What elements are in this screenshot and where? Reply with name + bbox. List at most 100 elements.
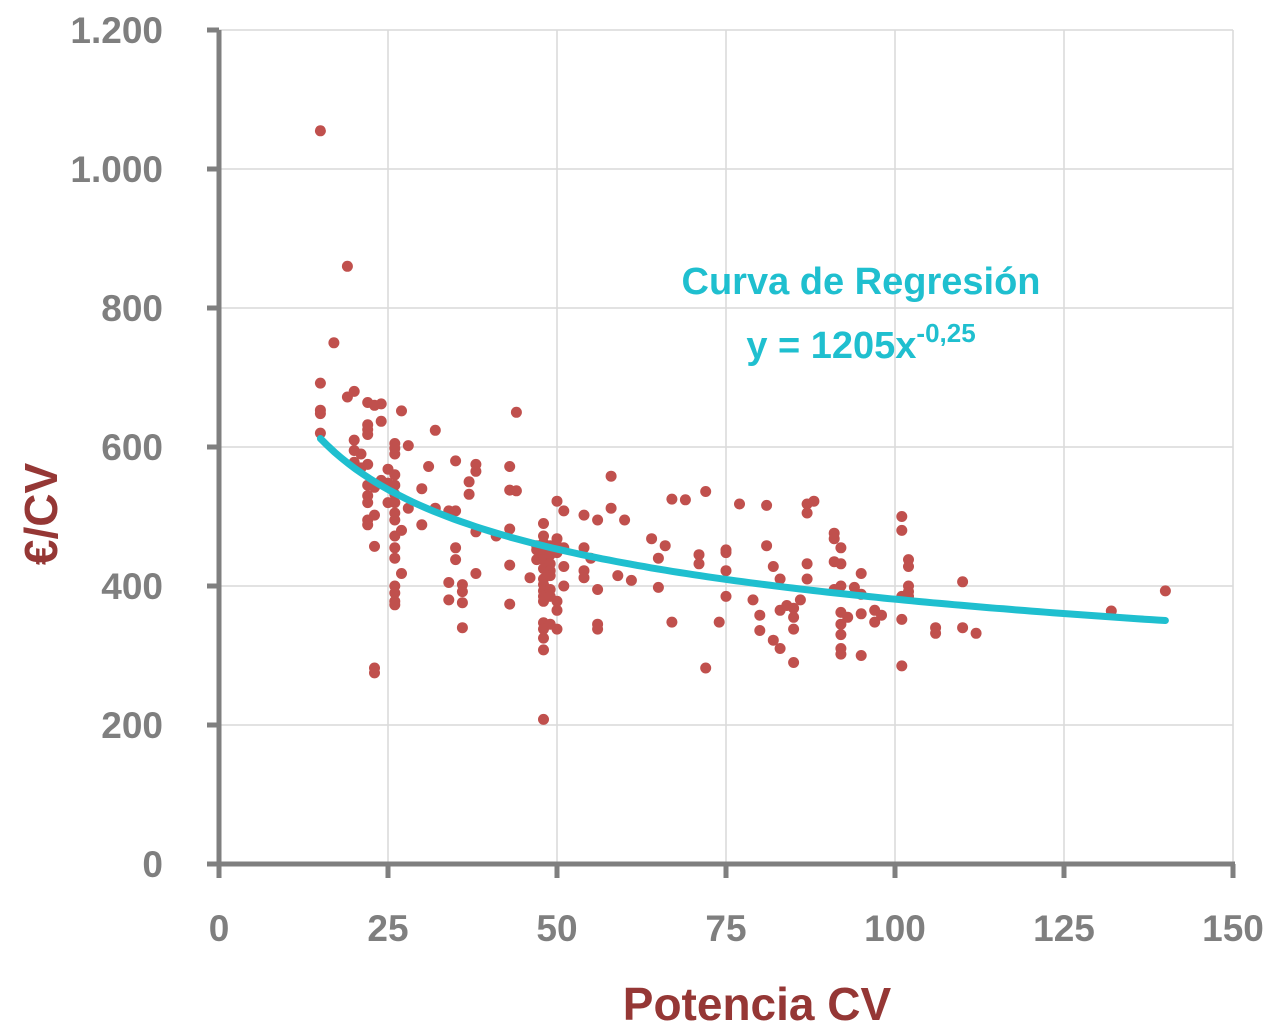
data-point — [456, 586, 468, 598]
data-point — [389, 448, 401, 460]
data-point — [625, 574, 637, 586]
equation-exponent: -0,25 — [916, 318, 975, 348]
data-point — [754, 625, 766, 636]
data-points — [314, 125, 1171, 725]
data-point — [510, 406, 522, 418]
data-point — [389, 514, 401, 526]
data-point — [375, 398, 387, 410]
data-point — [700, 662, 712, 674]
data-point — [558, 505, 570, 517]
data-point — [558, 561, 570, 572]
data-point — [652, 581, 664, 593]
data-point — [957, 622, 969, 634]
data-point — [538, 644, 549, 656]
data-point — [842, 611, 854, 623]
data-point — [504, 559, 516, 571]
data-point — [767, 561, 779, 572]
data-point — [794, 594, 806, 606]
data-point — [544, 570, 556, 582]
data-point — [957, 576, 969, 588]
x-tick-labels: 0 25 50 75 100 125 150 — [209, 908, 1264, 949]
data-point — [666, 493, 678, 505]
data-point — [558, 580, 570, 592]
data-point — [720, 565, 732, 577]
data-point — [551, 604, 563, 616]
data-point — [801, 558, 813, 570]
x-tick-label: 75 — [705, 908, 746, 949]
data-point — [551, 623, 563, 635]
data-point — [896, 613, 908, 625]
data-point — [314, 125, 326, 137]
equation-main: y = 1205x — [746, 325, 916, 367]
data-point — [646, 533, 658, 545]
data-point — [592, 623, 604, 635]
x-axis-title: Potencia CV — [623, 978, 892, 1026]
data-point — [551, 495, 563, 507]
y-tick-label: 1.200 — [70, 10, 163, 51]
regression-curve — [316, 435, 1169, 624]
data-point — [375, 415, 387, 427]
data-point — [443, 577, 455, 588]
data-point — [510, 485, 522, 497]
data-point — [896, 511, 908, 522]
data-point — [835, 542, 847, 554]
data-point — [362, 497, 374, 509]
x-tick-label: 50 — [536, 908, 577, 949]
regression-label: Curva de Regresión — [682, 261, 1041, 303]
data-point — [896, 660, 908, 672]
x-tick-label: 125 — [1033, 908, 1095, 949]
data-point — [605, 470, 617, 482]
data-point — [578, 509, 590, 521]
x-tick-label: 100 — [864, 908, 926, 949]
data-point — [389, 587, 401, 599]
data-point — [666, 616, 678, 628]
y-tick-label: 200 — [101, 705, 163, 746]
data-point — [314, 377, 326, 389]
data-point — [828, 533, 840, 545]
data-point — [761, 540, 773, 552]
x-tick-label: 25 — [367, 908, 408, 949]
data-point — [362, 429, 374, 440]
data-point — [538, 632, 549, 644]
data-point — [774, 573, 786, 585]
data-point — [788, 657, 800, 668]
data-point — [463, 476, 475, 488]
data-point — [788, 602, 800, 614]
data-point — [720, 547, 732, 559]
axes — [207, 27, 1236, 878]
y-tick-label: 600 — [101, 427, 163, 468]
data-point — [835, 558, 847, 570]
data-point — [369, 540, 380, 552]
data-point — [538, 518, 549, 529]
data-point — [450, 505, 462, 517]
data-point — [396, 524, 407, 536]
data-point — [659, 540, 671, 552]
data-point — [402, 502, 414, 514]
data-point — [605, 502, 617, 514]
data-point — [693, 549, 705, 561]
data-point — [362, 519, 374, 531]
data-point — [504, 598, 516, 610]
data-point — [429, 424, 441, 436]
data-point — [592, 514, 604, 526]
data-point — [720, 590, 732, 602]
data-point — [551, 595, 563, 607]
data-point — [504, 523, 516, 535]
data-point — [470, 465, 482, 477]
data-point — [747, 594, 759, 606]
data-point — [314, 427, 326, 439]
data-point — [896, 524, 908, 536]
data-point — [416, 483, 428, 495]
x-tick-label: 150 — [1202, 908, 1264, 949]
data-point — [456, 597, 468, 609]
data-point — [970, 627, 982, 639]
data-point — [416, 519, 428, 531]
data-point — [402, 440, 414, 452]
data-point — [456, 622, 468, 634]
data-point — [470, 568, 482, 579]
data-point — [713, 616, 725, 628]
data-point — [855, 650, 867, 661]
data-point — [389, 599, 401, 611]
data-point — [362, 458, 374, 470]
data-point — [801, 507, 813, 519]
